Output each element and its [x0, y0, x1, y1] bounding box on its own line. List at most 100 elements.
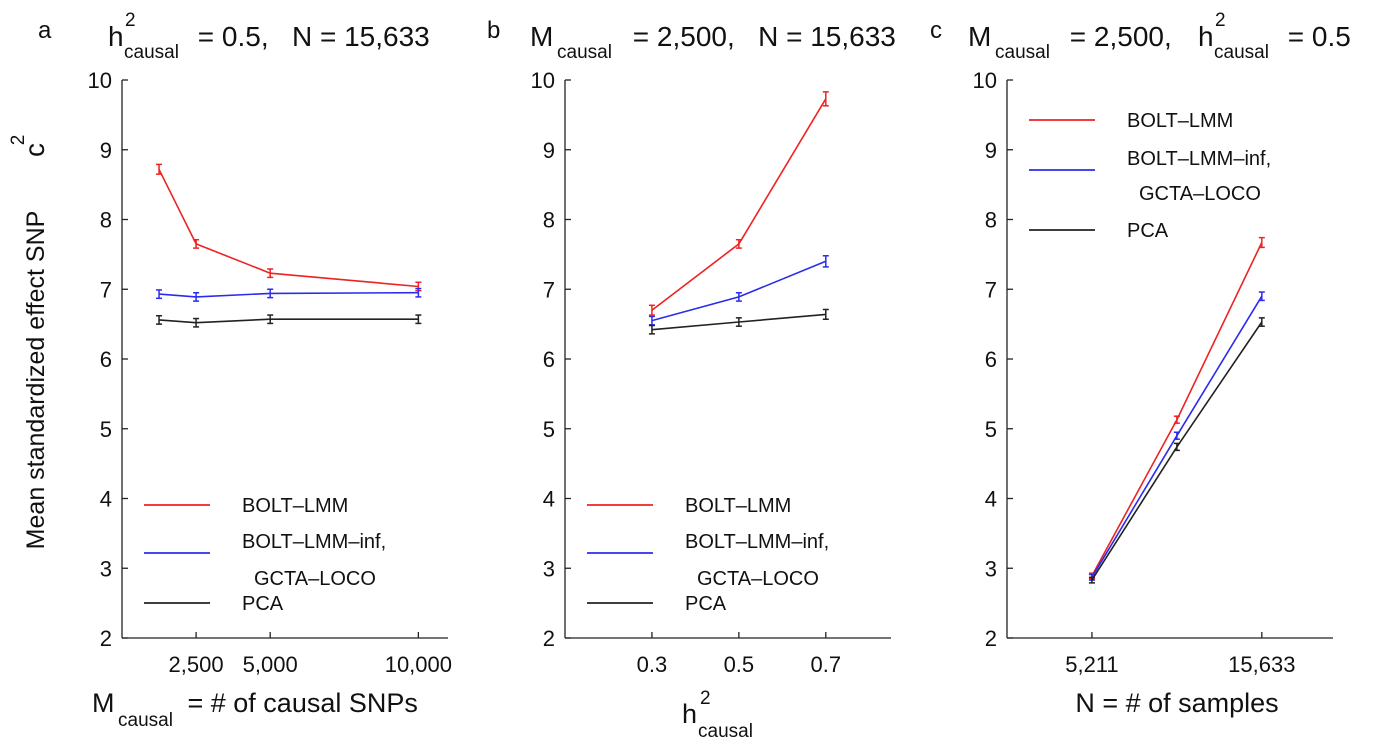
- y-axis-label: Mean standardized effect SNP: [22, 211, 50, 550]
- panel-c-y-tick-label: 7: [985, 277, 997, 302]
- panel-b-letter: b: [487, 17, 500, 44]
- y-axis-label-chi: c: [19, 143, 50, 157]
- panel-b-xlabel: h 2 causal: [682, 688, 753, 742]
- panel-b-legend-label-bolt: BOLT–LMM: [685, 495, 791, 517]
- panel-c-title-sup: 2: [1215, 10, 1226, 31]
- panel-b-error-bar-bolt: [822, 91, 829, 107]
- panel-c-title-sub: causal: [995, 42, 1050, 63]
- panel-a-error-bar-bolt: [193, 238, 200, 249]
- panel-c-series-line-bolt: [1091, 242, 1263, 577]
- panel-a-y-tick-label: 2: [100, 626, 112, 651]
- panel-a-series-line-bolt: [158, 168, 419, 288]
- panel-a-letter: a: [38, 17, 52, 44]
- panel-b-title-main: M: [530, 21, 553, 52]
- panel-b-y-tick-label: 8: [543, 208, 555, 233]
- panel-b-error-bar-bolt: [648, 304, 655, 316]
- panel-a-error-bar-inf: [415, 287, 422, 298]
- panel-b-y-tick-label: 4: [543, 487, 555, 512]
- panel-b-y-tick-label: 3: [543, 556, 555, 581]
- panel-a-legend-label-gcta: GCTA–LOCO: [254, 568, 376, 590]
- panel-a-error-bar-pca: [267, 314, 274, 325]
- panel-b-xlabel-h: h: [682, 699, 697, 729]
- panel-c-header: c M causal = 2,500, h 2 causal = 0.5: [930, 10, 1351, 63]
- panel-a-xlabel-main: M: [92, 688, 115, 718]
- panel-c-title-rest2: = 0.5: [1280, 21, 1351, 52]
- panel-b-error-bar-bolt: [735, 238, 742, 249]
- panel-c-legend-label-bolt: BOLT–LMM: [1127, 110, 1233, 132]
- panel-c-title-sub2: causal: [1214, 42, 1269, 63]
- panel-c-x-tick-label: 15,633: [1228, 652, 1295, 677]
- panel-b-legend-label-pca: PCA: [685, 593, 727, 615]
- panel-a-y-tick-label: 7: [100, 277, 112, 302]
- panel-c-error-bar-bolt: [1173, 415, 1180, 424]
- panel-c-title-rest: = 2,500,: [1062, 21, 1195, 52]
- panel-a-error-bar-inf: [156, 289, 163, 300]
- panel-a-y-tick-label: 9: [100, 138, 112, 163]
- panel-b-error-bar-pca: [735, 317, 742, 327]
- panel-a-x-tick-label: 2,500: [169, 652, 224, 677]
- panel-a-y-tick-label: 3: [100, 556, 112, 581]
- panel-a-xlabel: M causal = # of causal SNPs: [92, 688, 418, 731]
- panel-c-error-bar-inf: [1258, 291, 1265, 302]
- panel-c-y-tick-label: 8: [985, 208, 997, 233]
- panel-c-y-tick-label: 10: [973, 68, 997, 93]
- panel-a-error-bar-inf: [193, 291, 200, 302]
- panel-c-x-tick-label: 5,211: [1065, 652, 1118, 677]
- panel-c-y-tick-label: 6: [985, 347, 997, 372]
- panel-a-series-line-pca: [158, 318, 419, 324]
- panel-c-y-tick-label: 9: [985, 138, 997, 163]
- y-axis-label-group: Mean standardized effect SNP c 2: [8, 135, 50, 550]
- panel-c-error-bar-pca: [1173, 442, 1180, 452]
- panel-c-y-tick-label: 3: [985, 556, 997, 581]
- panel-b-title-sub: causal: [557, 42, 612, 63]
- panel-a-legend-label-pca: PCA: [242, 593, 284, 615]
- panel-a-header: a h 2 causal = 0.5, N = 15,633: [38, 10, 430, 63]
- panel-c-title-h: h: [1198, 21, 1214, 52]
- panel-c-legend-label-gcta: GCTA–LOCO: [1139, 183, 1261, 205]
- panel-b-y-tick-label: 2: [543, 626, 555, 651]
- panel-b-x-tick-label: 0.3: [637, 652, 668, 677]
- panel-a-error-bar-bolt: [267, 268, 274, 279]
- panel-a-xlabel-sub: causal: [118, 710, 173, 731]
- panel-b-legend-label-gcta: GCTA–LOCO: [697, 568, 819, 590]
- panel-c-legend-label-pca: PCA: [1127, 220, 1169, 242]
- panel-b-xlabel-sup: 2: [700, 688, 711, 709]
- panel-a-legend-label-bolt: BOLT–LMM: [242, 495, 348, 517]
- panel-c-title-main: M: [968, 21, 991, 52]
- panel-b-legend: BOLT–LMM BOLT–LMM–inf, GCTA–LOCO PCA: [587, 495, 829, 615]
- panel-a-title-sub: causal: [124, 42, 179, 63]
- panel-a-title-rest: = 0.5, N = 15,633: [190, 21, 430, 52]
- panel-c-y-tick-label: 4: [985, 487, 997, 512]
- panel-b-plot: 2 3 4 5 6 7 8 9 10 0.3 0.5 0.7 BOLT–LMM BOLT–LMM–inf,…: [531, 68, 891, 677]
- panel-a-error-bar-bolt: [156, 163, 163, 175]
- panel-c-y-tick-label: 2: [985, 626, 997, 651]
- panel-a-y-tick-label: 6: [100, 347, 112, 372]
- panel-b-y-tick-label: 5: [543, 417, 555, 442]
- panel-b-title-rest: = 2,500, N = 15,633: [625, 21, 896, 52]
- panel-a-title-h: h: [108, 21, 124, 52]
- panel-b-x-tick-label: 0.5: [724, 652, 755, 677]
- panel-a-error-bar-pca: [193, 317, 200, 328]
- panel-b-y-tick-label: 6: [543, 347, 555, 372]
- panel-a-legend: BOLT–LMM BOLT–LMM–inf, GCTA–LOCO PCA: [144, 495, 386, 615]
- panel-b-xlabel-sub: causal: [698, 721, 753, 742]
- panel-c-error-bar-inf: [1173, 431, 1180, 440]
- panel-b-error-bar-inf: [735, 291, 742, 302]
- panel-a-y-tick-label: 5: [100, 417, 112, 442]
- panel-a-error-bar-pca: [156, 315, 163, 325]
- panel-b-error-bar-inf: [822, 255, 829, 268]
- panel-c-xlabel-main: N = # of samples: [1075, 688, 1278, 718]
- panel-c-xlabel: N = # of samples: [1075, 688, 1278, 718]
- panel-b-header: b M causal = 2,500, N = 15,633: [487, 17, 896, 63]
- panel-b-y-tick-label: 9: [543, 138, 555, 163]
- panel-b-x-tick-label: 0.7: [811, 652, 842, 677]
- panel-a-error-bar-inf: [267, 288, 274, 299]
- panel-a-legend-label-inf: BOLT–LMM–inf,: [242, 531, 386, 553]
- panel-b-error-bar-pca: [822, 308, 829, 320]
- panel-b-y-tick-label: 10: [531, 68, 555, 93]
- panel-a-y-tick-label: 8: [100, 208, 112, 233]
- panel-a-series-line-inf: [158, 291, 419, 298]
- panel-a-y-tick-label: 4: [100, 487, 112, 512]
- panel-b-series-line-bolt: [651, 98, 827, 311]
